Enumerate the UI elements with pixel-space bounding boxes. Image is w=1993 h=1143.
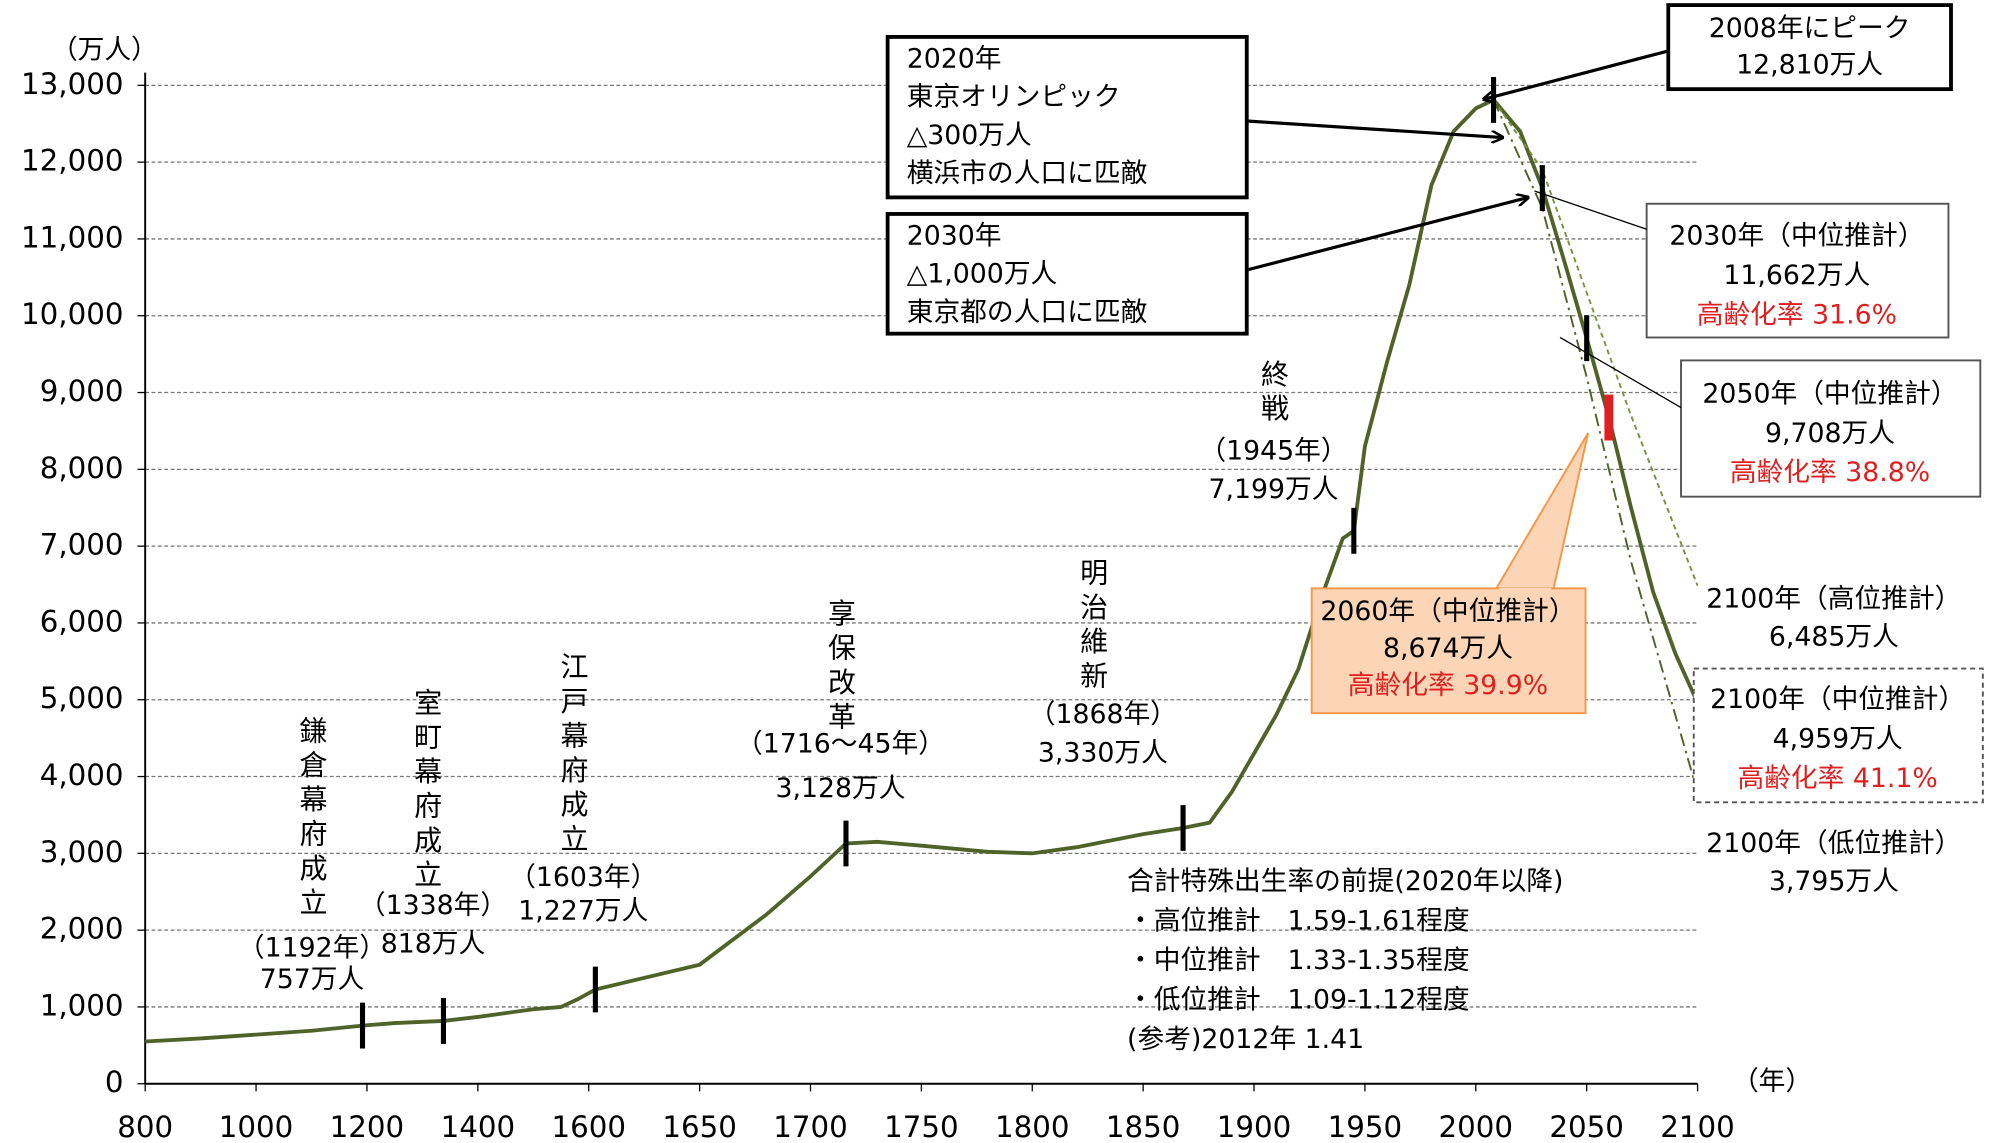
y-tick-label: 1,000 xyxy=(40,988,124,1022)
callout-text: 2100年（中位推計） xyxy=(1710,684,1965,715)
callout-box xyxy=(885,35,1249,200)
event-title: 江戸幕府成立 xyxy=(557,652,590,859)
event-year: （1338年） xyxy=(359,890,507,921)
x-tick-label: 1750 xyxy=(884,1110,959,1143)
callout-highlight: 高齢化率 41.1% xyxy=(1737,763,1937,794)
x-tick-label: 1700 xyxy=(773,1110,848,1143)
callout-text: 3,795万人 xyxy=(1769,866,1899,897)
event-title: 終戦 xyxy=(1257,359,1290,428)
callout-box xyxy=(1666,3,1953,92)
x-tick-label: 1950 xyxy=(1328,1110,1403,1143)
y-tick-label: 9,000 xyxy=(40,374,124,408)
y-unit-label: （万人） xyxy=(51,34,158,65)
callout-text: 東京オリンピック xyxy=(907,82,1121,113)
y-tick-label: 5,000 xyxy=(40,681,124,715)
x-tick-label: 1650 xyxy=(662,1110,737,1143)
callout-box xyxy=(1692,667,1984,804)
x-tick-label: 1600 xyxy=(551,1110,626,1143)
callout-text: 9,708万人 xyxy=(1765,418,1895,449)
y-tick-label: 10,000 xyxy=(21,297,123,331)
y-tick-label: 4,000 xyxy=(40,758,124,792)
x-tick-label: 1200 xyxy=(330,1110,405,1143)
callout-text: 2050年（中位推計） xyxy=(1702,378,1957,409)
assumption-note: (参考)2012年 1.41 xyxy=(1127,1024,1364,1055)
series-line xyxy=(1492,99,1699,793)
x-tick-label: 1900 xyxy=(1217,1110,1292,1143)
callout-text: 2030年（中位推計） xyxy=(1669,220,1924,251)
x-tick-label: 1800 xyxy=(995,1110,1070,1143)
callout-highlight: 高齢化率 38.8% xyxy=(1730,457,1930,488)
callout-leader xyxy=(1559,336,1682,409)
callout-text: 2100年（低位推計） xyxy=(1706,828,1961,859)
x-tick-label: 1000 xyxy=(219,1110,294,1143)
event-year: （1192年） xyxy=(238,932,386,963)
callout-highlight: 高齢化率 31.6% xyxy=(1697,299,1897,330)
callout-text: △300万人 xyxy=(907,120,1032,151)
callout-text: 4,959万人 xyxy=(1773,723,1903,754)
callout-box xyxy=(1680,359,1982,498)
y-tick-label: 0 xyxy=(105,1065,124,1099)
series-line xyxy=(1492,99,1699,587)
event-population: 1,227万人 xyxy=(518,895,648,926)
x-unit-label: （年） xyxy=(1732,1066,1812,1097)
y-tick-label: 11,000 xyxy=(21,220,123,254)
event-year: （1868年） xyxy=(1029,699,1177,730)
x-tick-label: 1400 xyxy=(441,1110,516,1143)
event-population: 757万人 xyxy=(260,964,365,995)
x-tick-label: 2050 xyxy=(1549,1110,1624,1143)
callout-text: 11,662万人 xyxy=(1723,260,1870,291)
event-title: 室町幕府成立 xyxy=(410,687,443,894)
y-tick-label: 8,000 xyxy=(40,451,124,485)
event-population: 3,128万人 xyxy=(776,773,906,804)
callout-text: 8,674万人 xyxy=(1383,633,1513,664)
callout-box xyxy=(1310,587,1587,715)
callout-text: 2100年（高位推計） xyxy=(1706,583,1961,614)
callout-text: 2008年にピーク xyxy=(1709,13,1911,44)
callout-text: △1,000万人 xyxy=(907,259,1058,290)
plot: 0 1,000 2,000 3,000 4,000 5,000 6,000 7,000 8,00… xyxy=(21,3,1984,1143)
assumption-note: ・中位推計 1.33-1.35程度 xyxy=(1127,945,1470,976)
callout-box xyxy=(1645,202,1950,339)
y-tick-label: 2,000 xyxy=(40,912,124,946)
x-tick-label: 2000 xyxy=(1439,1110,1514,1143)
callout-arrow xyxy=(1246,197,1528,272)
y-tick-label: 6,000 xyxy=(40,604,124,638)
x-tick-label: 2100 xyxy=(1660,1110,1735,1143)
y-tick-label: 3,000 xyxy=(40,835,124,869)
event-title: 明治維新 xyxy=(1076,558,1109,696)
callout-text: 東京都の人口に匹敵 xyxy=(907,297,1148,328)
callout-text: 2030年 xyxy=(907,220,1002,251)
event-population: 3,330万人 xyxy=(1038,737,1168,768)
callout-highlight: 高齢化率 39.9% xyxy=(1348,670,1548,701)
y-tick-label: 7,000 xyxy=(40,528,124,562)
event-year: （1716～45年） xyxy=(736,728,945,759)
callout-text: 2020年 xyxy=(907,43,1002,74)
series-line xyxy=(145,97,1700,1044)
callout-arrow xyxy=(1246,119,1503,138)
callout-text: 2060年（中位推計） xyxy=(1320,596,1575,627)
y-tick-label: 12,000 xyxy=(21,144,123,178)
callout-text: 横浜市の人口に匹敵 xyxy=(907,158,1148,189)
event-population: 7,199万人 xyxy=(1208,474,1338,505)
event-year: （1603年） xyxy=(509,862,657,893)
event-title: 享保改革 xyxy=(824,598,857,736)
callout-text: 12,810万人 xyxy=(1736,50,1883,81)
y-tick-label: 13,000 xyxy=(21,67,123,101)
x-tick-label: 1850 xyxy=(1106,1110,1181,1143)
callout-pointer xyxy=(1494,432,1589,590)
callout-leader xyxy=(1534,190,1647,230)
assumption-note: ・低位推計 1.09-1.12程度 xyxy=(1127,984,1470,1015)
event-year: （1945年） xyxy=(1199,436,1347,467)
assumption-note: 合計特殊出生率の前提(2020年以降) xyxy=(1127,866,1563,897)
event-population: 818万人 xyxy=(381,928,486,959)
event-title: 鎌倉幕府成立 xyxy=(296,715,329,922)
callout-box xyxy=(885,212,1249,336)
assumption-note: ・高位推計 1.59-1.61程度 xyxy=(1127,906,1470,937)
callout-text: 6,485万人 xyxy=(1769,622,1899,653)
x-tick-label: 800 xyxy=(117,1110,173,1143)
callout-arrow xyxy=(1484,49,1669,99)
